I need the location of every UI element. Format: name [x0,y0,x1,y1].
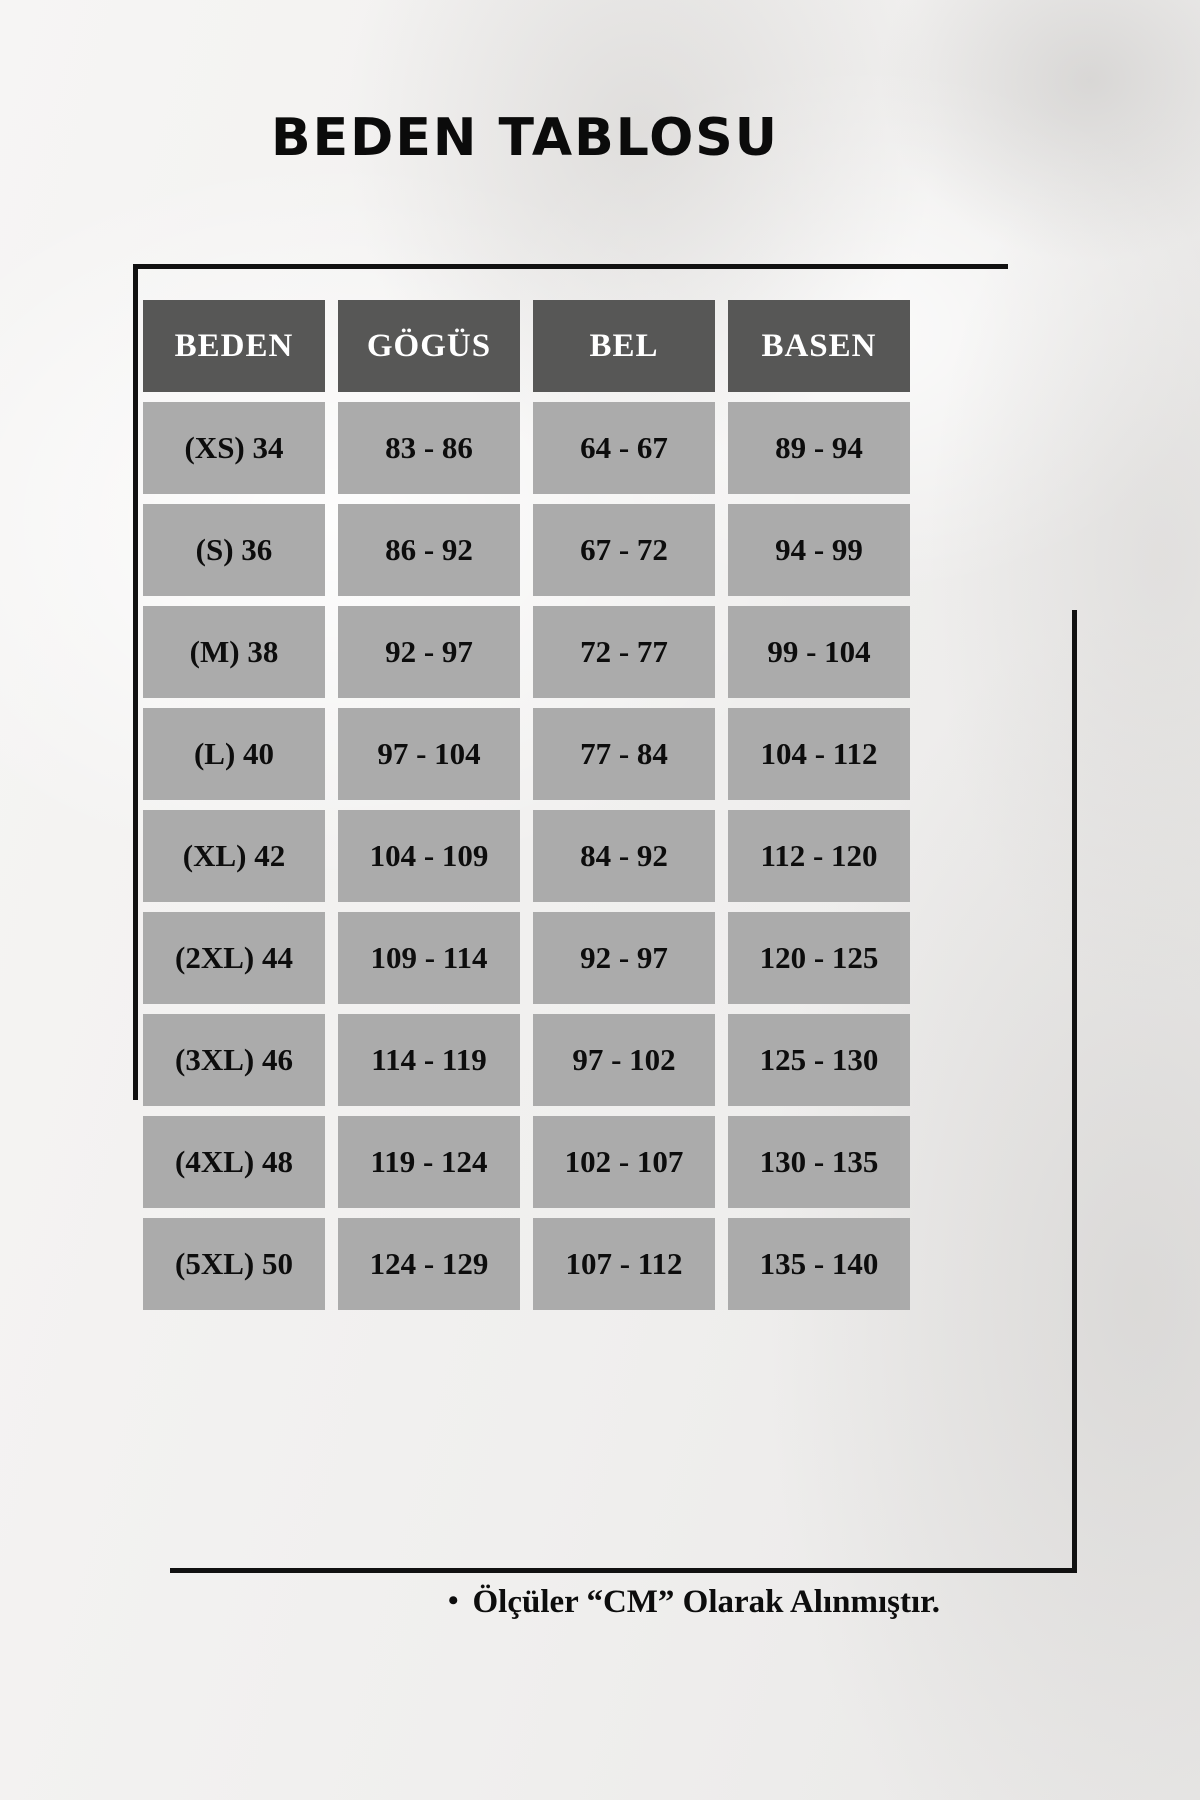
table-cell: 120 - 125 [728,912,910,1004]
size-table: BEDEN GÖGÜS BEL BASEN (XS) 34 83 - 86 64… [143,300,910,1310]
table-cell: 83 - 86 [338,402,520,494]
table-cell: 102 - 107 [533,1116,715,1208]
frame-line-top [133,264,1008,269]
table-cell: (3XL) 46 [143,1014,325,1106]
table-cell: 125 - 130 [728,1014,910,1106]
table-cell: 124 - 129 [338,1218,520,1310]
table-cell: (M) 38 [143,606,325,698]
frame-line-bottom [170,1568,1077,1573]
table-cell: 86 - 92 [338,504,520,596]
table-cell: (4XL) 48 [143,1116,325,1208]
table-cell: (2XL) 44 [143,912,325,1004]
table-cell: 67 - 72 [533,504,715,596]
table-cell: 64 - 67 [533,402,715,494]
table-cell: 112 - 120 [728,810,910,902]
frame-line-right [1072,610,1077,1573]
table-cell: 97 - 102 [533,1014,715,1106]
table-cell: 92 - 97 [338,606,520,698]
header-cell-gogus: GÖGÜS [338,300,520,392]
frame-line-left [133,264,138,1100]
table-cell: 72 - 77 [533,606,715,698]
table-cell: 109 - 114 [338,912,520,1004]
table-cell: 89 - 94 [728,402,910,494]
table-cell: 107 - 112 [533,1218,715,1310]
table-cell: 94 - 99 [728,504,910,596]
table-cell: 104 - 109 [338,810,520,902]
bullet-icon: • [447,1584,459,1618]
header-cell-bel: BEL [533,300,715,392]
page-title: BEDEN TABLOSU [271,108,779,168]
table-cell: 99 - 104 [728,606,910,698]
table-cell: 130 - 135 [728,1116,910,1208]
table-cell: (XS) 34 [143,402,325,494]
table-cell: 104 - 112 [728,708,910,800]
measurement-note-text: Ölçüler “CM” Olarak Alınmıştır. [472,1584,941,1620]
header-cell-beden: BEDEN [143,300,325,392]
table-cell: 92 - 97 [533,912,715,1004]
table-cell: (L) 40 [143,708,325,800]
table-cell: 119 - 124 [338,1116,520,1208]
measurement-note: • Ölçüler “CM” Olarak Alınmıştır. [140,1584,940,1621]
header-cell-basen: BASEN [728,300,910,392]
table-cell: (XL) 42 [143,810,325,902]
table-cell: (5XL) 50 [143,1218,325,1310]
table-cell: 135 - 140 [728,1218,910,1310]
table-cell: 114 - 119 [338,1014,520,1106]
table-cell: 84 - 92 [533,810,715,902]
table-cell: 97 - 104 [338,708,520,800]
table-cell: (S) 36 [143,504,325,596]
table-cell: 77 - 84 [533,708,715,800]
